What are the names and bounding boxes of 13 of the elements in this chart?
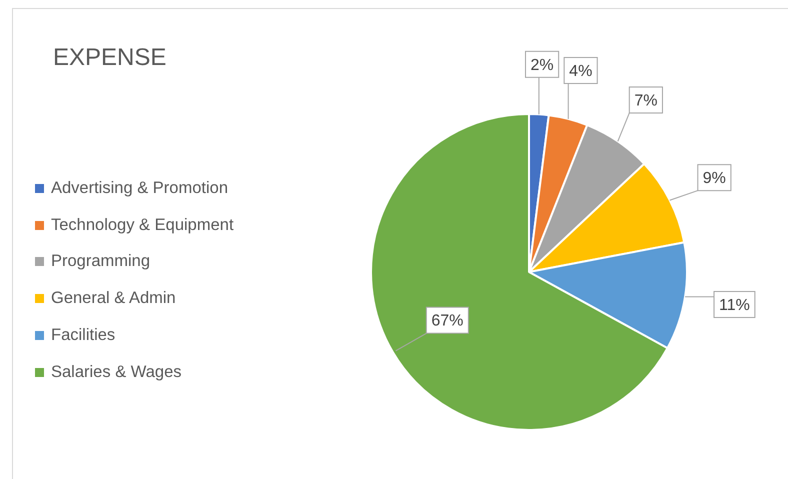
legend-label: Programming [51,252,150,272]
legend-label: Salaries & Wages [51,362,182,382]
legend-label: General & Admin [51,289,176,308]
data-label: 4% [569,62,592,80]
data-label: 67% [431,312,464,330]
legend-label: Facilities [51,326,116,346]
legend-label: Advertising & Promotion [51,178,228,198]
data-label: 2% [530,56,554,74]
data-label: 11% [719,296,750,314]
data-label: 9% [702,170,726,187]
data-label: 7% [634,92,658,110]
chart-title: EXPENSE [53,44,166,72]
legend-label: Technology & Equipment [51,216,234,235]
